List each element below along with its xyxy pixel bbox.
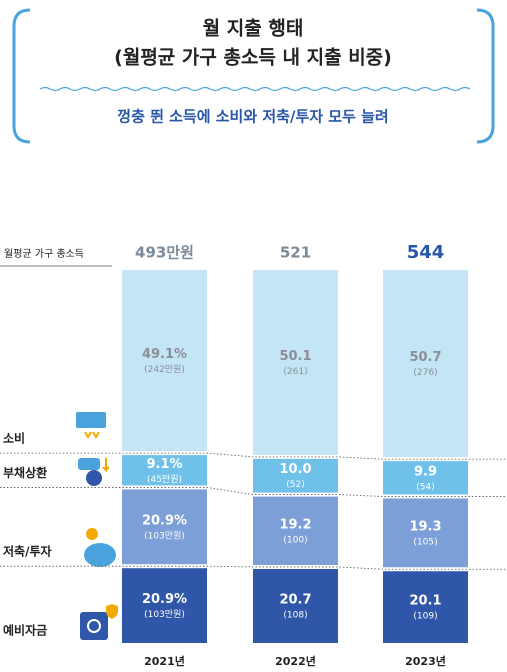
value-label: 9.1% — [146, 457, 182, 472]
value-label: 19.3 — [409, 519, 441, 534]
value-label: 50.1 — [279, 349, 311, 364]
amount-label: (105) — [413, 537, 437, 547]
bar-segment — [122, 489, 207, 565]
bar-segment — [253, 458, 338, 493]
amount-label: (103만원) — [144, 609, 185, 620]
series-label: 저축/투자 — [3, 544, 52, 559]
icon-hand — [78, 458, 100, 470]
amount-label: (108) — [283, 610, 307, 620]
bracket-right — [476, 8, 495, 144]
wave-divider — [39, 86, 471, 92]
bar-segment — [383, 571, 468, 643]
value-label: 19.2 — [279, 517, 311, 532]
icons — [76, 412, 118, 640]
bar-segment — [383, 498, 468, 568]
bar-segment — [253, 496, 338, 565]
value-label: 50.7 — [409, 350, 441, 365]
x-tick-label: 2021년 — [144, 654, 185, 668]
total-label: 544 — [407, 242, 445, 263]
amount-label: (54) — [416, 482, 434, 492]
value-label: 20.7 — [279, 592, 311, 607]
icon-piggy-coin — [86, 528, 98, 540]
amount-label: (261) — [283, 367, 307, 377]
value-label: 20.9% — [142, 513, 187, 528]
amount-label: (103만원) — [144, 530, 185, 541]
bar-segment — [253, 568, 338, 643]
series-label: 부채상환 — [3, 465, 47, 480]
series-label: 소비 — [3, 431, 25, 446]
x-tick-label: 2022년 — [275, 654, 316, 668]
headline: 껑충 뛴 소득에 소비와 저축/투자 모두 늘려 — [117, 108, 388, 126]
bar-segment — [253, 270, 338, 455]
amount-label: (109) — [413, 612, 437, 622]
amount-label: (52) — [286, 480, 304, 490]
icon-arrows — [84, 431, 100, 439]
amount-label: (276) — [413, 368, 437, 378]
icon-arrow — [102, 458, 110, 473]
amount-label: (45만원) — [147, 474, 182, 485]
amount-label: (242만원) — [144, 364, 185, 375]
value-label: 9.9 — [414, 464, 437, 479]
bar-segment — [383, 461, 468, 495]
series-label: 예비자금 — [3, 623, 47, 638]
total-row-label: 월평균 가구 총소득 — [4, 248, 84, 260]
bracket-left — [12, 8, 31, 144]
amount-label: (100) — [283, 535, 307, 545]
icon-safe-dial — [87, 619, 101, 633]
bar-segment — [122, 270, 207, 452]
bar-segment — [122, 455, 207, 486]
value-label: 10.0 — [279, 462, 311, 477]
value-label: 20.1 — [409, 594, 441, 609]
icon-safe — [80, 612, 108, 640]
total-label: 521 — [280, 244, 311, 262]
icon-coin — [86, 470, 102, 486]
bar-segment — [383, 270, 468, 458]
icon-cash — [76, 412, 106, 428]
bar-segment — [122, 568, 207, 643]
icon-shield — [106, 604, 118, 619]
value-label: 49.1% — [142, 347, 187, 362]
x-tick-label: 2023년 — [405, 654, 446, 668]
total-label: 493만원 — [135, 244, 194, 262]
value-label: 20.9% — [142, 592, 187, 607]
icon-piggy — [84, 543, 116, 567]
chart-subtitle: (월평균 가구 총소득 내 지출 비중) — [114, 47, 392, 69]
chart-title: 월 지출 행태 — [203, 18, 304, 40]
